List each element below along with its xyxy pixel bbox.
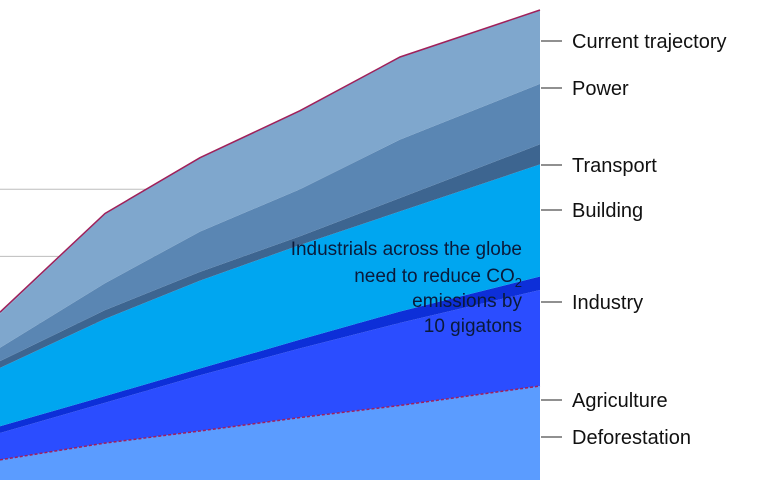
legend-label-current-trajectory: Current trajectory xyxy=(572,31,727,53)
area-deforestation-0 xyxy=(0,386,540,480)
legend-label-agriculture: Agriculture xyxy=(572,390,668,412)
annotation-line-2-main: need to reduce CO xyxy=(354,266,515,287)
legend-label-deforestation: Deforestation xyxy=(572,427,691,449)
annotation-co2-subscript: 2 xyxy=(515,275,522,290)
annotation: Industrials across the globe need to red… xyxy=(291,239,523,337)
legend-label-transport: Transport xyxy=(572,155,657,177)
line-lower-bound-dotted xyxy=(0,385,541,461)
legend-label-power: Power xyxy=(572,78,629,100)
legend: Current trajectory Power Transport Building… xyxy=(541,31,727,449)
legend-label-building: Building xyxy=(572,200,643,222)
line-current-trajectory xyxy=(0,9,541,313)
annotation-line-4: 10 gigatons xyxy=(424,316,522,337)
trajectory-lines xyxy=(0,9,541,461)
area-industry-2 xyxy=(0,276,540,433)
area-building-4 xyxy=(0,144,540,368)
stacked-areas xyxy=(0,10,540,480)
annotation-line-1: Industrials across the globe xyxy=(291,239,522,260)
area-agriculture-1 xyxy=(0,289,540,460)
area-transport-5 xyxy=(0,83,540,362)
annotation-line-3: emissions by xyxy=(412,291,522,312)
legend-label-industry: Industry xyxy=(572,292,643,314)
area-power-6 xyxy=(0,10,540,348)
area-industry-3 xyxy=(0,164,540,427)
annotation-line-2: need to reduce CO2 xyxy=(354,266,522,290)
